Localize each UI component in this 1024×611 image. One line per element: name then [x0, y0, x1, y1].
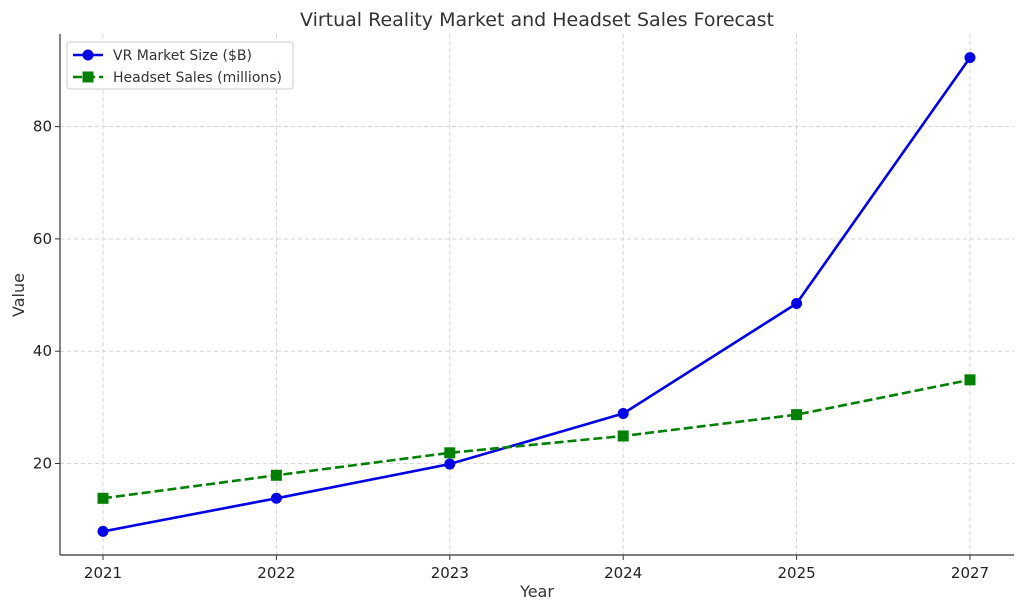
- data-point: [444, 458, 456, 470]
- axes: [59, 34, 1014, 556]
- legend-marker: [82, 71, 94, 83]
- data-point: [97, 525, 109, 537]
- x-tick-label: 2025: [778, 564, 816, 582]
- x-tick-label: 2022: [257, 564, 295, 582]
- y-tick-label: 20: [33, 454, 52, 472]
- y-tick-label: 80: [33, 118, 52, 136]
- legend-item: VR Market Size ($B): [73, 48, 252, 64]
- data-point: [97, 492, 109, 504]
- x-ticks: 2021 2022 2023 2024 2025 2027: [84, 555, 989, 582]
- data-point: [617, 408, 629, 420]
- grid: [60, 34, 1014, 555]
- y-tick-label: 40: [33, 342, 52, 360]
- chart-title: Virtual Reality Market and Headset Sales…: [300, 9, 774, 31]
- x-tick-label: 2021: [84, 564, 122, 582]
- data-point: [791, 409, 803, 421]
- legend-label: Headset Sales (millions): [113, 70, 282, 86]
- x-tick-label: 2024: [604, 564, 642, 582]
- y-ticks: 20 40 60 80: [33, 118, 60, 472]
- series: [97, 52, 976, 537]
- data-point: [444, 447, 456, 459]
- x-tick-label: 2027: [951, 564, 989, 582]
- legend: VR Market Size ($B) Headset Sales (millio…: [66, 41, 294, 90]
- data-point: [791, 297, 803, 309]
- data-point: [270, 492, 282, 504]
- y-axis-label: Value: [9, 273, 28, 317]
- data-point: [964, 52, 976, 64]
- legend-label: VR Market Size ($B): [113, 48, 252, 64]
- series-0: [97, 52, 976, 537]
- x-axis-label: Year: [519, 582, 554, 601]
- data-point: [964, 374, 976, 386]
- legend-box: [66, 41, 294, 90]
- legend-item: Headset Sales (millions): [73, 70, 282, 86]
- data-point: [617, 430, 629, 442]
- legend-items: VR Market Size ($B) Headset Sales (millio…: [73, 48, 282, 86]
- series-line: [102, 56, 972, 533]
- x-tick-label: 2023: [431, 564, 469, 582]
- y-tick-label: 60: [33, 230, 52, 248]
- data-point: [270, 469, 282, 481]
- legend-marker: [82, 49, 94, 61]
- series-1: [97, 374, 976, 504]
- series-line: [102, 378, 971, 500]
